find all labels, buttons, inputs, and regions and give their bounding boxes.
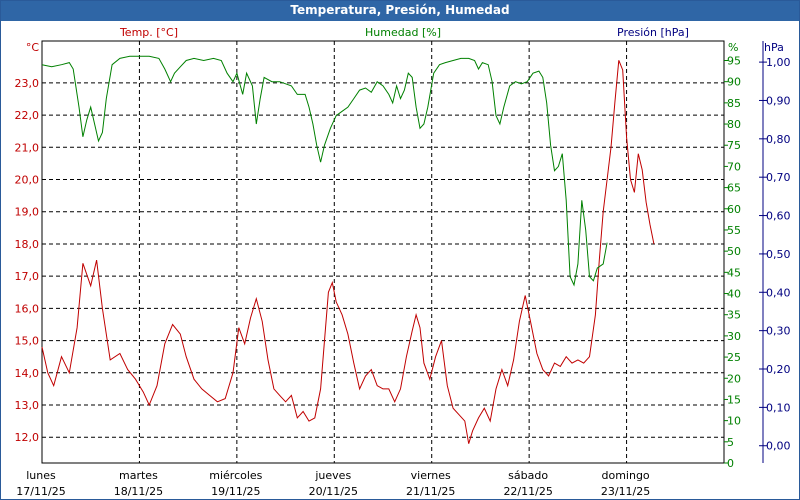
temp-tick-label: 16,0 xyxy=(15,302,40,315)
humidity-unit-label: % xyxy=(728,41,738,54)
humidity-tick-label: 15 xyxy=(727,393,741,406)
pressure-tick-label: 0,00 xyxy=(766,440,791,453)
humidity-tick-label: 50 xyxy=(727,245,741,258)
humidity-tick-label: 30 xyxy=(727,330,741,343)
temp-tick-label: 12,0 xyxy=(15,431,40,444)
x-tick-date: 18/11/25 xyxy=(114,485,163,498)
humidity-tick-label: 70 xyxy=(727,160,741,173)
temp-tick-label: 20,0 xyxy=(15,174,40,187)
x-tick-day-name: viernes xyxy=(411,469,451,482)
x-tick-date: 20/11/25 xyxy=(309,485,358,498)
x-tick-date: 21/11/25 xyxy=(406,485,455,498)
temp-axis-label: Temp. [°C] xyxy=(119,26,178,39)
humidity-tick-label: 10 xyxy=(727,415,741,428)
humidity-tick-label: 40 xyxy=(727,288,741,301)
pressure-tick-label: 1,00 xyxy=(766,56,791,69)
x-tick-day-name: sábado xyxy=(508,469,548,482)
humidity-tick-label: 20 xyxy=(727,372,741,385)
x-tick-day-name: domingo xyxy=(601,469,649,482)
humidity-axis-label: Humedad [%] xyxy=(365,26,441,39)
humidity-tick-label: 75 xyxy=(727,139,741,152)
humidity-tick-label: 90 xyxy=(727,76,741,89)
pressure-tick-label: 0,20 xyxy=(766,363,791,376)
temp-unit-label: °C xyxy=(26,41,40,54)
x-tick-date: 19/11/25 xyxy=(211,485,260,498)
temp-tick-label: 18,0 xyxy=(15,238,40,251)
pressure-ticks: 0,00 0,10 0,20 0,30 0,40 0,50 0,60 0,70 0,80 0,90… xyxy=(759,56,791,453)
pressure-tick-label: 0,60 xyxy=(766,210,791,223)
x-tick-date: 23/11/25 xyxy=(601,485,650,498)
grid xyxy=(42,41,724,463)
pressure-tick-label: 0,30 xyxy=(766,325,791,338)
x-tick-day-name: lunes xyxy=(26,469,56,482)
humidity-tick-label: 35 xyxy=(727,309,741,322)
pressure-tick-label: 0,80 xyxy=(766,133,791,146)
humidity-tick-label: 85 xyxy=(727,97,741,110)
humidity-tick-label: 80 xyxy=(727,118,741,131)
humidity-tick-label: 95 xyxy=(727,54,741,67)
temp-tick-label: 22,0 xyxy=(15,109,40,122)
x-ticks: lunes 17/11/25 martes 18/11/25 miércoles 19/1… xyxy=(16,469,650,498)
temp-ticks: 12,0 13,0 14,0 15,0 16,0 17,0 18,0 19,0 20,0 21,0… xyxy=(15,77,40,444)
temp-tick-label: 21,0 xyxy=(15,141,40,154)
x-tick-day-name: jueves xyxy=(314,469,351,482)
humidity-tick-label: 0 xyxy=(727,457,734,470)
humidity-tick-label: 25 xyxy=(727,351,741,364)
title-bar xyxy=(1,1,799,21)
plot-frame xyxy=(41,40,725,464)
humidity-tick-label: 55 xyxy=(727,224,741,237)
humidity-ticks: 0 5 10 15 20 25 30 35 40 45 50 55 60 65 70 75 80 85 90 95 xyxy=(724,54,741,470)
pressure-tick-label: 0,50 xyxy=(766,248,791,261)
humidity-tick-label: 5 xyxy=(727,436,734,449)
temp-tick-label: 23,0 xyxy=(15,77,40,90)
pressure-unit-label: hPa xyxy=(764,41,784,54)
series-line-humidity xyxy=(41,55,608,287)
x-tick-date: 17/11/25 xyxy=(16,485,65,498)
series xyxy=(41,55,655,444)
pressure-tick-label: 0,10 xyxy=(766,401,791,414)
pressure-axis-label: Presión [hPa] xyxy=(617,26,689,39)
temp-tick-label: 17,0 xyxy=(15,270,40,283)
temp-tick-label: 13,0 xyxy=(15,399,40,412)
pressure-tick-label: 0,40 xyxy=(766,286,791,299)
pressure-tick-label: 0,90 xyxy=(766,94,791,107)
x-tick-day-name: miércoles xyxy=(209,469,262,482)
humidity-tick-label: 45 xyxy=(727,266,741,279)
temp-tick-label: 15,0 xyxy=(15,335,40,348)
x-tick-date: 22/11/25 xyxy=(503,485,552,498)
series-line-temperature xyxy=(41,60,655,444)
temp-tick-label: 14,0 xyxy=(15,367,40,380)
pressure-tick-label: 0,70 xyxy=(766,171,791,184)
temp-tick-label: 19,0 xyxy=(15,206,40,219)
x-tick-day-name: martes xyxy=(119,469,158,482)
humidity-tick-label: 65 xyxy=(727,182,741,195)
chart-title: Temperatura, Presión, Humedad xyxy=(290,3,510,17)
humidity-tick-label: 60 xyxy=(727,203,741,216)
